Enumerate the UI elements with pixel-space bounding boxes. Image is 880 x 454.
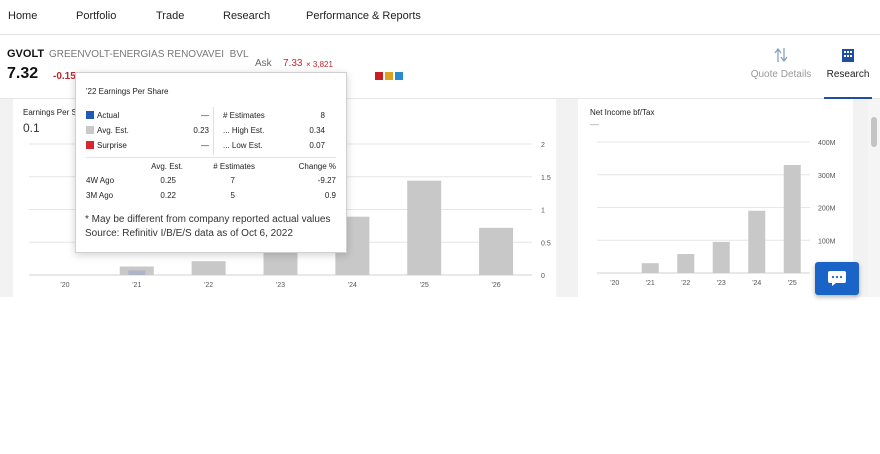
eps-actual-bar bbox=[128, 270, 146, 275]
legend-actual: Actual bbox=[86, 111, 119, 120]
symbol: GVOLT bbox=[7, 48, 45, 60]
ni-bar bbox=[677, 254, 695, 273]
actual-swatch bbox=[86, 111, 94, 119]
eps-card-value: 0.1 bbox=[23, 121, 40, 135]
nav-research[interactable]: Research bbox=[223, 10, 271, 22]
row-4w-change: -9.27 bbox=[317, 176, 336, 185]
high-est-value: 0.34 bbox=[309, 126, 325, 135]
net-income-card: Net Income bf/Tax — 100M 200M 300M 400M '20 '… bbox=[578, 99, 853, 297]
eps-y-tick-label: 2 bbox=[541, 142, 545, 149]
net-income-card-value: — bbox=[590, 119, 599, 129]
col-num-estimates: # Estimates bbox=[213, 162, 255, 171]
ni-x-tick-label: '24 bbox=[752, 280, 761, 287]
actual-value: — bbox=[201, 111, 209, 120]
ni-x-tick-label: '20 bbox=[610, 280, 619, 287]
col-avg-est: Avg. Est. bbox=[151, 162, 183, 171]
row-3m-change: 0.9 bbox=[324, 191, 336, 200]
ni-y-tick-label: 400M bbox=[818, 140, 836, 147]
scrollbar[interactable] bbox=[868, 99, 880, 297]
building-icon bbox=[842, 49, 854, 62]
eps-x-tick-label: '20 bbox=[60, 282, 69, 289]
row-4w-label: 4W Ago bbox=[86, 176, 115, 185]
ni-x-tick-label: '21 bbox=[646, 280, 655, 287]
tab-research[interactable]: Research bbox=[824, 47, 872, 99]
eps-x-tick-label: '21 bbox=[132, 282, 141, 289]
tab-quote-details-label: Quote Details bbox=[750, 69, 812, 80]
ni-bar bbox=[748, 210, 766, 273]
tab-quote-details[interactable]: Quote Details bbox=[749, 47, 813, 97]
num-estimates-value: 8 bbox=[320, 111, 325, 120]
eps-tooltip: '22 Earnings Per Share Actual Avg. Est. … bbox=[75, 72, 347, 253]
net-income-chart: 100M 200M 300M 400M '20 '21 '22 '23 '24 '25 bbox=[597, 140, 836, 287]
sort-arrows-icon bbox=[774, 47, 788, 63]
eps-bar bbox=[191, 261, 226, 275]
ni-x-tick-label: '23 bbox=[717, 280, 726, 287]
surprise-swatch bbox=[86, 141, 94, 149]
high-est-label: ... High Est. bbox=[223, 126, 265, 135]
ask-label: Ask bbox=[255, 58, 272, 69]
legend-avg-est: Avg. Est. bbox=[86, 126, 129, 135]
eps-x-tick-label: '25 bbox=[420, 282, 429, 289]
surprise-value: — bbox=[201, 141, 209, 150]
ni-bar bbox=[783, 164, 801, 273]
eps-x-tick-label: '23 bbox=[276, 282, 285, 289]
nav-performance-reports[interactable]: Performance & Reports bbox=[306, 10, 421, 22]
eps-bar bbox=[479, 227, 514, 275]
chat-button[interactable] bbox=[815, 262, 859, 295]
flag-icons bbox=[375, 72, 405, 90]
company-name: GREENVOLT-ENERGIAS RENOVAVEI BVL bbox=[49, 49, 249, 60]
eps-y-tick-label: 0 bbox=[541, 273, 545, 280]
avg-est-swatch bbox=[86, 126, 94, 134]
eps-y-tick-label: 0.5 bbox=[541, 240, 551, 247]
nav-portfolio[interactable]: Portfolio bbox=[76, 10, 117, 22]
eps-bar bbox=[263, 250, 298, 275]
eps-card-title: Earnings Per S bbox=[23, 108, 77, 117]
ni-y-tick-label: 300M bbox=[818, 173, 836, 180]
price-change: -0.15 bbox=[53, 71, 76, 82]
avg-est-value: 0.23 bbox=[193, 126, 209, 135]
row-3m-num: 5 bbox=[230, 191, 235, 200]
ni-y-tick-label: 100M bbox=[818, 238, 836, 245]
badge-icon bbox=[385, 72, 393, 80]
row-3m-label: 3M Ago bbox=[86, 191, 114, 200]
eps-bar bbox=[407, 180, 442, 275]
nav-trade[interactable]: Trade bbox=[156, 10, 185, 22]
tooltip-title: '22 Earnings Per Share bbox=[86, 87, 169, 96]
chart-icon bbox=[395, 72, 403, 80]
scroll-thumb[interactable] bbox=[871, 117, 877, 147]
row-4w-num: 7 bbox=[230, 176, 235, 185]
net-income-card-title: Net Income bf/Tax bbox=[590, 108, 655, 117]
legend-surprise: Surprise bbox=[86, 141, 127, 150]
ni-y-tick-label: 200M bbox=[818, 206, 836, 213]
tab-research-label: Research bbox=[826, 69, 870, 80]
ni-x-tick-label: '22 bbox=[681, 280, 690, 287]
top-nav: Home Portfolio Trade Research Performanc… bbox=[0, 0, 880, 35]
row-3m-avg: 0.22 bbox=[160, 191, 176, 200]
tooltip-disclaimer: * May be different from company reported… bbox=[85, 214, 331, 225]
nav-home[interactable]: Home bbox=[8, 10, 38, 22]
ask-price: 7.33 bbox=[283, 58, 303, 69]
eps-x-tick-label: '24 bbox=[348, 282, 357, 289]
eps-y-tick-label: 1 bbox=[541, 208, 545, 215]
eps-y-tick-label: 1.5 bbox=[541, 175, 551, 182]
low-est-label: ... Low Est. bbox=[223, 141, 263, 150]
eps-x-tick-label: '22 bbox=[204, 282, 213, 289]
ask-size: × 3,821 bbox=[306, 60, 333, 69]
num-estimates-label: # Estimates bbox=[223, 111, 265, 120]
col-change: Change % bbox=[298, 162, 336, 171]
ni-bar bbox=[641, 263, 659, 273]
ni-bar bbox=[712, 241, 730, 273]
low-est-value: 0.07 bbox=[309, 141, 325, 150]
row-4w-avg: 0.25 bbox=[160, 176, 176, 185]
chat-icon bbox=[828, 271, 846, 286]
eps-x-tick-label: '26 bbox=[492, 282, 501, 289]
portugal-flag-icon bbox=[375, 72, 383, 80]
last-price: 7.32 bbox=[7, 65, 39, 82]
tooltip-source: Source: Refinitiv I/B/E/S data as of Oct… bbox=[85, 228, 293, 239]
ni-x-tick-label: '25 bbox=[788, 280, 797, 287]
